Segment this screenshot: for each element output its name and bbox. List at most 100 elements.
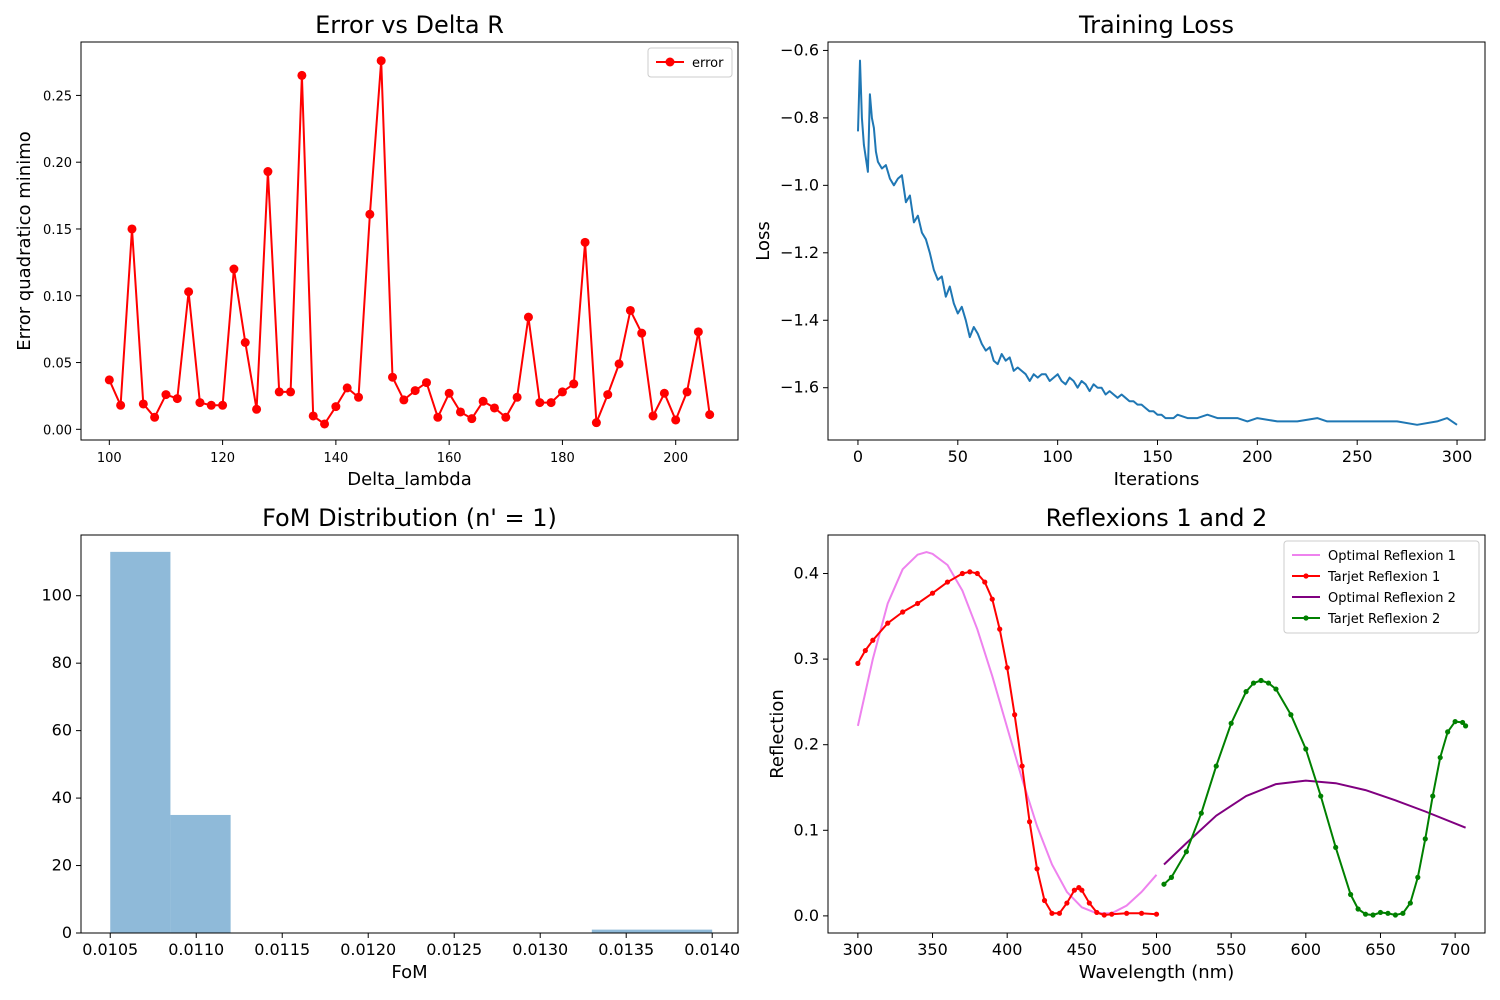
data-point (682, 387, 692, 397)
data-point (1049, 910, 1055, 916)
series-line (1163, 679, 1467, 916)
data-point (1355, 906, 1361, 912)
data-point (705, 410, 715, 420)
data-point (1026, 819, 1033, 825)
data-point (1377, 909, 1384, 916)
y-tick-label: 0.0 (794, 906, 819, 925)
data-point (127, 224, 137, 234)
data-point (614, 359, 624, 369)
data-point (900, 609, 906, 615)
x-axis-label: Iterations (1114, 469, 1200, 490)
data-point (1273, 686, 1279, 692)
data-point (1041, 897, 1048, 904)
series-line (856, 551, 1158, 915)
x-axis-label: Wavelength (nm) (1079, 962, 1235, 983)
data-point (557, 387, 567, 397)
series-line (857, 570, 1157, 916)
y-tick-label: −1.6 (780, 378, 819, 397)
data-point (150, 412, 160, 422)
data-point (410, 386, 420, 396)
legend-marker (1303, 615, 1309, 621)
data-point (989, 596, 995, 602)
data-point (104, 375, 114, 385)
x-tick-label: 0.0125 (426, 940, 482, 959)
y-tick-label: 0.20 (43, 156, 72, 171)
data-point (1198, 810, 1204, 816)
data-point (1161, 881, 1167, 887)
legend-box (647, 47, 733, 78)
data-point (354, 392, 364, 402)
data-point (1101, 912, 1107, 918)
data-point (1124, 910, 1130, 916)
data-point (1138, 910, 1145, 916)
y-tick-label: −0.8 (780, 108, 819, 127)
chart-title: Training Loss (1078, 11, 1234, 39)
data-point (1004, 665, 1010, 671)
data-point (1213, 763, 1219, 769)
y-tick-label: 80 (52, 653, 72, 672)
data-point (1258, 677, 1264, 684)
series-line (857, 59, 1458, 426)
y-tick-label: −1.4 (780, 310, 819, 329)
data-point (1385, 910, 1391, 916)
data-point (229, 264, 239, 274)
y-tick-label: 0.15 (43, 223, 72, 238)
data-point (523, 312, 533, 322)
y-axis-label: Error quadratico minimo (14, 131, 35, 351)
y-tick-label: 40 (52, 788, 72, 807)
data-point (1460, 719, 1466, 726)
data-point (959, 570, 965, 577)
x-tick-label: 200 (1242, 447, 1273, 466)
x-tick-label: 0.0110 (168, 940, 224, 959)
training-loss-chart: 0 50 100 150 200 250 300 −1.6 −1.4 −1.2 −1.0 −0.8 −0… (753, 11, 1486, 490)
error-vs-delta-r-chart: 100 120 140 160 180 200 0.00 0.05 0.10 0.15 0.20 0.… (14, 11, 739, 490)
data-point (138, 399, 148, 409)
legend-label: Tarjet Reflexion 1 (1327, 570, 1440, 585)
series-line (1163, 779, 1466, 866)
legend-label: Optimal Reflexion 2 (1328, 591, 1456, 606)
x-tick-label: 350 (917, 940, 948, 959)
x-tick-label: 0.0135 (598, 940, 654, 959)
data-point (1153, 911, 1160, 917)
data-point (421, 378, 431, 388)
reflexions-chart: 300 350 400 450 500 550 600 650 700 0.0 0.1 0.2 0.3 0… (767, 504, 1486, 983)
x-tick-label: 0 (853, 447, 863, 466)
legend-label: Tarjet Reflexion 2 (1327, 612, 1440, 627)
data-point (914, 600, 921, 607)
data-point (855, 660, 861, 666)
y-tick-label: −1.2 (780, 243, 819, 262)
y-tick-label: 0.00 (43, 423, 72, 438)
data-point (116, 400, 126, 410)
axes-frame (80, 41, 739, 441)
x-tick-label: 0.0140 (684, 940, 740, 959)
data-point (478, 396, 488, 406)
data-point (1056, 910, 1063, 916)
x-tick-label: 300 (1442, 447, 1473, 466)
data-point (1250, 680, 1257, 686)
data-point (1012, 712, 1018, 718)
chart-title: Reflexions 1 and 2 (1046, 504, 1268, 532)
data-point (172, 394, 182, 404)
axes-frame (827, 41, 1486, 441)
x-axis-label: FoM (391, 962, 427, 983)
data-point (320, 419, 330, 429)
data-point (489, 403, 499, 413)
data-point (569, 379, 579, 389)
histogram-bar (591, 929, 653, 933)
histogram-bar (110, 551, 171, 933)
x-tick-label: 650 (1365, 940, 1396, 959)
data-point (648, 411, 658, 421)
data-point (501, 412, 511, 422)
data-point (974, 570, 980, 577)
x-tick-label: 0.0115 (254, 940, 310, 959)
data-point (1034, 866, 1040, 872)
data-point (1303, 746, 1309, 752)
x-tick-label: 100 (97, 451, 122, 466)
data-point (1362, 911, 1369, 917)
x-axis-label: Delta_lambda (347, 469, 471, 490)
y-tick-label: 20 (52, 856, 72, 875)
data-point (1288, 712, 1294, 718)
data-point (1071, 887, 1077, 893)
x-tick-label: 500 (1141, 940, 1172, 959)
